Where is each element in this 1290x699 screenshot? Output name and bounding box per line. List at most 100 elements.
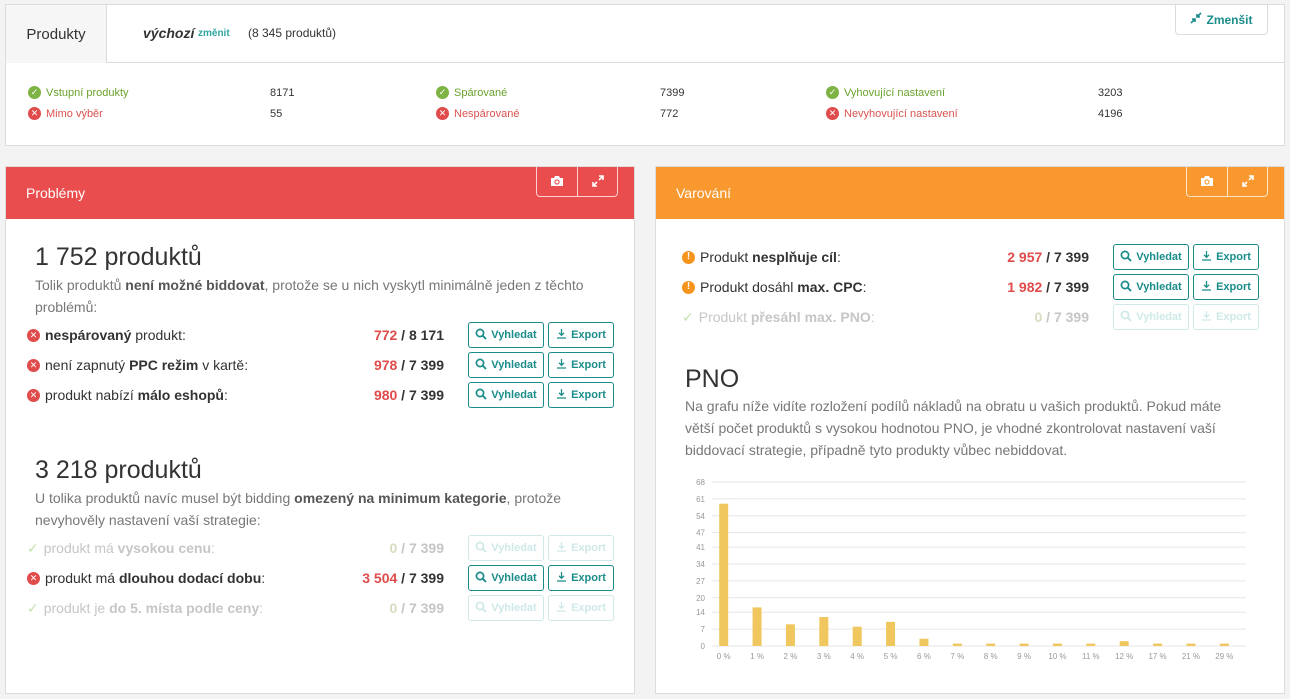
warning-count: 0 / 7 399 — [1034, 309, 1090, 325]
search-button[interactable]: Vyhledat — [468, 382, 544, 408]
export-button[interactable]: Export — [1193, 304, 1259, 330]
x-tick-label: 1 % — [750, 652, 764, 661]
bar[interactable] — [1086, 643, 1096, 646]
pno-description: Na grafu níže vidíte rozložení podílů ná… — [685, 398, 1222, 458]
products-summary-panel: Produkty výchozí změnit (8 345 produktů)… — [5, 4, 1285, 146]
search-button[interactable]: Vyhledat — [1113, 304, 1189, 330]
search-button[interactable]: Vyhledat — [468, 535, 544, 561]
bar[interactable] — [952, 643, 962, 646]
warning-row-max-cpc: ! Produkt dosáhl max. CPC: — [682, 274, 867, 300]
stat-value: 4196 — [1098, 108, 1123, 120]
screenshot-button[interactable] — [537, 167, 577, 196]
bar[interactable] — [785, 624, 795, 646]
warnings-title: Varování — [676, 185, 731, 201]
limit-count: 3 504 / 7 399 — [362, 570, 444, 586]
products-tab[interactable]: Produkty — [6, 5, 107, 63]
expand-button[interactable] — [1227, 167, 1267, 196]
search-icon — [1120, 310, 1132, 325]
export-button[interactable]: Export — [548, 595, 614, 621]
y-tick-label: 34 — [696, 560, 705, 569]
error-icon: ✕ — [436, 107, 449, 120]
x-tick-label: 29 % — [1215, 652, 1233, 661]
export-button[interactable]: Export — [548, 535, 614, 561]
export-button[interactable]: Export — [548, 565, 614, 591]
error-icon: ✕ — [27, 571, 40, 585]
bar[interactable] — [1219, 643, 1229, 646]
x-tick-label: 2 % — [784, 652, 798, 661]
y-tick-label: 20 — [696, 594, 705, 603]
bar[interactable] — [1153, 643, 1163, 646]
bar[interactable] — [719, 503, 729, 646]
y-tick-label: 68 — [696, 478, 705, 487]
export-button[interactable]: Export — [1193, 244, 1259, 270]
stat-matching-settings: ✓ Vyhovující nastavení — [826, 86, 945, 99]
bar[interactable] — [986, 643, 996, 646]
shrink-label: Zmenšit — [1206, 12, 1253, 27]
search-button[interactable]: Vyhledat — [468, 565, 544, 591]
bar[interactable] — [1186, 643, 1196, 646]
bar[interactable] — [1019, 643, 1029, 646]
check-icon: ✓ — [826, 86, 839, 99]
bar[interactable] — [752, 607, 762, 646]
check-icon: ✓ — [27, 599, 39, 616]
bar[interactable] — [1052, 643, 1062, 646]
problem-row-few-eshops: ✕ produkt nabízí málo eshopů: — [27, 382, 228, 408]
warning-row-goal: ! Produkt nesplňuje cíl: — [682, 244, 841, 270]
search-button[interactable]: Vyhledat — [468, 595, 544, 621]
pno-title: PNO — [685, 365, 740, 393]
export-button[interactable]: Export — [548, 352, 614, 378]
limit-row-top5-price: ✓ produkt je do 5. místa podle ceny: — [27, 599, 264, 617]
download-icon — [556, 328, 567, 342]
search-icon — [1120, 280, 1132, 295]
screenshot-button[interactable] — [1187, 167, 1227, 196]
bar[interactable] — [886, 621, 896, 646]
stat-not-matching-settings: ✕ Nevyhovující nastavení — [826, 107, 958, 120]
limit-row-high-price: ✓ produkt má vysokou cenu: — [27, 539, 215, 557]
pno-chart: 0 7 14 20 27 34 41 47 54 61 68 0 % 1 % 2 % 3 % 4 % 5 % 6 … — [696, 478, 1246, 661]
stat-value: 3203 — [1098, 87, 1123, 99]
x-tick-label: 21 % — [1182, 652, 1200, 661]
camera-icon — [550, 174, 564, 190]
error-icon: ✕ — [826, 107, 839, 120]
limit-count: 0 / 7 399 — [389, 600, 445, 616]
expand-button[interactable] — [577, 167, 617, 196]
bar[interactable] — [852, 626, 862, 646]
stat-value: 772 — [660, 108, 679, 120]
stat-unpaired: ✕ Nespárované — [436, 107, 519, 120]
download-icon — [1201, 250, 1212, 264]
export-button[interactable]: Export — [548, 382, 614, 408]
x-tick-label: 7 % — [950, 652, 964, 661]
search-button[interactable]: Vyhledat — [1113, 244, 1189, 270]
change-variant-link[interactable]: změnit — [198, 28, 230, 39]
error-icon: ✕ — [28, 107, 41, 120]
search-button[interactable]: Vyhledat — [1113, 274, 1189, 300]
download-icon — [1201, 310, 1212, 324]
y-tick-label: 41 — [696, 543, 705, 552]
bar[interactable] — [1119, 641, 1129, 646]
bar[interactable] — [919, 638, 929, 646]
export-button[interactable]: Export — [1193, 274, 1259, 300]
search-button[interactable]: Vyhledat — [468, 352, 544, 378]
stat-value: 55 — [270, 108, 283, 120]
x-tick-label: 0 % — [717, 652, 731, 661]
shrink-button[interactable]: Zmenšit — [1175, 5, 1268, 35]
x-tick-label: 6 % — [917, 652, 931, 661]
download-icon — [556, 358, 567, 372]
x-tick-label: 12 % — [1115, 652, 1133, 661]
y-tick-label: 27 — [696, 577, 705, 586]
export-button[interactable]: Export — [548, 322, 614, 348]
camera-icon — [1200, 174, 1214, 190]
compress-icon — [1190, 12, 1203, 27]
y-tick-label: 14 — [696, 608, 705, 617]
check-icon: ✓ — [28, 86, 41, 99]
stat-input-products: ✓ Vstupní produkty — [28, 86, 129, 99]
x-tick-label: 9 % — [1017, 652, 1031, 661]
stat-value: 7399 — [660, 87, 685, 99]
y-tick-label: 0 — [701, 642, 706, 651]
limited-description: U tolika produktů navíc musel být biddin… — [35, 490, 562, 528]
limit-count: 0 / 7 399 — [389, 540, 445, 556]
download-icon — [556, 388, 567, 402]
bar[interactable] — [819, 617, 829, 646]
search-button[interactable]: Vyhledat — [468, 322, 544, 348]
